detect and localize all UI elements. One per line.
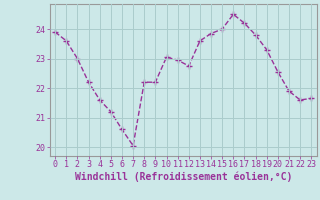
X-axis label: Windchill (Refroidissement éolien,°C): Windchill (Refroidissement éolien,°C) — [75, 172, 292, 182]
